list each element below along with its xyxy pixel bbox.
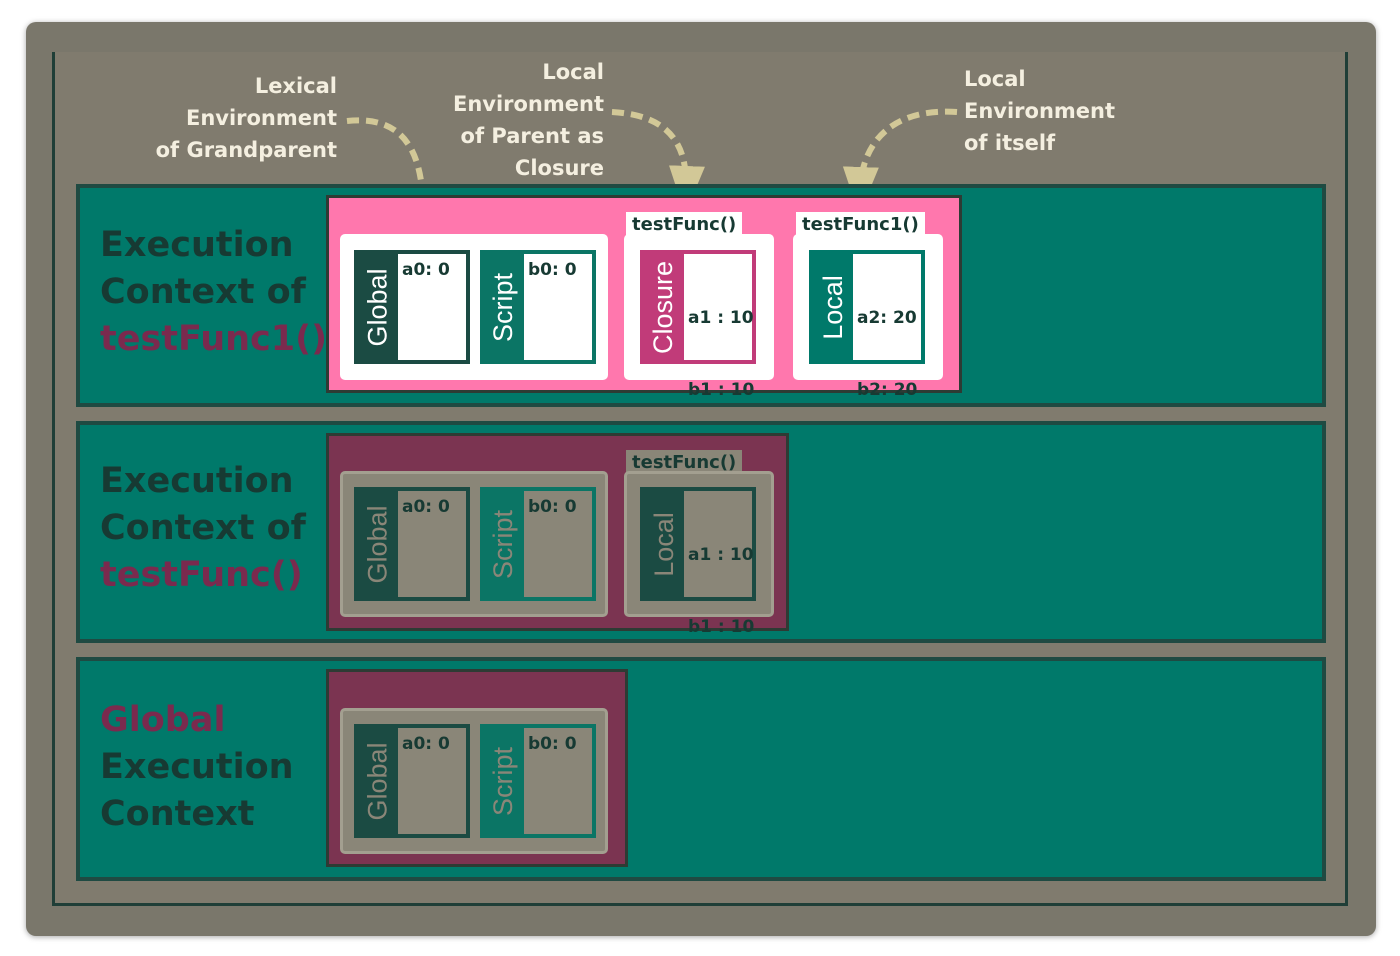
dashed-curved-arrow-icon — [611, 109, 705, 214]
context-title-line: Context — [100, 794, 255, 834]
scope-values: a0: 0 — [402, 258, 450, 282]
scope-label-bar: Global — [358, 728, 398, 834]
scope-label: Script — [488, 509, 519, 579]
context-title-line: Execution — [100, 461, 294, 501]
scope-tab: testFunc() — [626, 212, 743, 238]
scope-global: Global a0: 0 — [354, 250, 470, 364]
scope-script: Script b0: 0 — [480, 250, 596, 364]
scope-label-bar: Script — [484, 491, 524, 597]
scope-value: b2: 20 — [857, 380, 918, 400]
context-title: Global Execution Context — [100, 697, 294, 838]
scope-label-bar: Local — [813, 254, 853, 360]
scope-label: Script — [488, 272, 519, 342]
scope-label-bar: Closure — [644, 254, 684, 360]
global-execution-context — [76, 657, 1326, 881]
annotation-line: Environment — [964, 99, 1116, 123]
scope-global: Global a0: 0 — [354, 487, 470, 601]
scope-global: Global a0: 0 — [354, 724, 470, 838]
scope-values: b0: 0 — [528, 258, 577, 282]
scope-value: b0: 0 — [528, 734, 577, 754]
scope-values: a1 : 10 b1 : 10 — [688, 258, 754, 450]
annotation-line: of Parent as — [460, 124, 604, 148]
scope-values: a1 : 10 b1 : 10 — [688, 495, 754, 687]
scope-local: Local a1 : 10 b1 : 10 — [640, 487, 756, 637]
context-title-line: Context of — [100, 508, 306, 548]
context-title-line: testFunc() — [100, 555, 303, 595]
annotation-line: Lexical — [254, 74, 337, 98]
scope-label: Global — [362, 504, 393, 584]
scope-value: a2: 20 — [857, 308, 917, 328]
scope-script: Script b0: 0 — [480, 724, 596, 838]
scope-label: Script — [488, 746, 519, 816]
scope-label-bar: Global — [358, 254, 398, 360]
context-title-line: Context of — [100, 272, 306, 312]
scope-values: a2: 20 b2: 20 — [857, 258, 917, 450]
scope-label: Global — [362, 267, 393, 347]
scope-value: b1 : 10 — [688, 380, 755, 400]
scope-values: a0: 0 — [402, 495, 450, 519]
scope-label: Local — [817, 274, 848, 340]
annotation-local-environment-itself: Local Environment of itself — [964, 63, 1164, 159]
annotation-line: Environment — [452, 92, 604, 116]
scope-value: a1 : 10 — [688, 545, 754, 565]
scope-closure: Closure a1 : 10 b1 : 10 — [640, 250, 756, 400]
scope-local: Local a2: 20 b2: 20 — [809, 250, 925, 400]
scope-label: Closure — [648, 260, 679, 354]
annotation-line: Local — [964, 67, 1026, 91]
context-title-line: Execution — [100, 225, 294, 265]
annotation-line: Closure — [514, 156, 604, 180]
scope-value: b1 : 10 — [688, 617, 755, 637]
annotation-line: of itself — [964, 131, 1056, 155]
context-title-line: Execution — [100, 747, 294, 787]
scope-label: Global — [362, 741, 393, 821]
scope-values: b0: 0 — [528, 732, 577, 756]
context-title: Execution Context of testFunc1() — [100, 222, 327, 363]
scope-script: Script b0: 0 — [480, 487, 596, 601]
scope-value: a0: 0 — [402, 734, 450, 754]
scope-label-bar: Script — [484, 728, 524, 834]
context-title-line: Global — [100, 700, 226, 740]
scope-tab: testFunc1() — [796, 212, 925, 238]
scope-label-bar: Local — [644, 491, 684, 597]
context-title: Execution Context of testFunc() — [100, 458, 306, 599]
context-title-line: testFunc1() — [100, 319, 328, 359]
annotation-line: Local — [542, 60, 604, 84]
scope-value: a0: 0 — [402, 260, 450, 280]
annotation-line: Environment — [185, 106, 337, 130]
dashed-curved-arrow-icon — [842, 108, 958, 215]
annotation-local-environment-parent-closure: Local Environment of Parent as Closure — [414, 56, 604, 184]
scope-value: a0: 0 — [402, 497, 450, 517]
scope-label-bar: Global — [358, 491, 398, 597]
scope-values: b0: 0 — [528, 495, 577, 519]
scope-value: a1 : 10 — [688, 308, 754, 328]
scope-value: b0: 0 — [528, 260, 577, 280]
scope-values: a0: 0 — [402, 732, 450, 756]
scope-label-bar: Script — [484, 254, 524, 360]
annotation-lexical-environment-grandparent: Lexical Environment of Grandparent — [135, 70, 337, 166]
annotation-line: of Grandparent — [155, 138, 337, 162]
scope-label: Local — [648, 511, 679, 577]
scope-value: b0: 0 — [528, 497, 577, 517]
